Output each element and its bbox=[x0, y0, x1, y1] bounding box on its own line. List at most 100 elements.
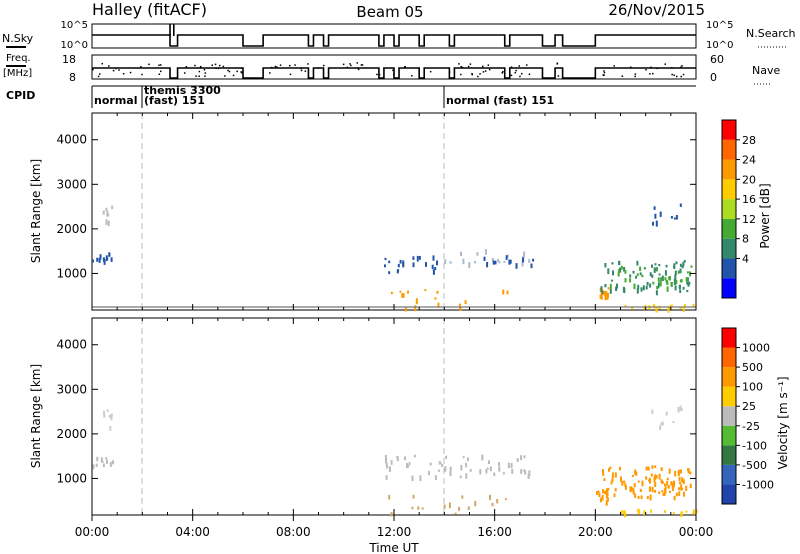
data-cell bbox=[532, 258, 535, 262]
nave-label: Nave bbox=[752, 64, 780, 77]
power-colorbar-tick-label: 12 bbox=[742, 213, 756, 226]
power-colorbar-cell bbox=[722, 139, 736, 160]
velocity-colorbar-cell bbox=[722, 445, 736, 465]
data-cell bbox=[510, 465, 513, 468]
nave-dot bbox=[129, 71, 132, 74]
velocity-colorbar-cell bbox=[722, 425, 736, 446]
velocity-colorbar-cell bbox=[722, 347, 736, 368]
nave-dot bbox=[479, 73, 481, 75]
data-cell bbox=[424, 289, 427, 292]
nave-dot bbox=[227, 69, 229, 72]
data-cell bbox=[461, 495, 464, 499]
data-cell bbox=[617, 272, 620, 277]
data-cell bbox=[675, 215, 678, 220]
data-cell bbox=[502, 289, 505, 295]
data-cell bbox=[502, 472, 505, 475]
data-cell bbox=[653, 267, 656, 273]
nave-dot bbox=[681, 65, 683, 67]
nave-dot bbox=[510, 66, 513, 68]
data-cell bbox=[619, 466, 621, 471]
data-cell bbox=[110, 413, 113, 417]
power-panel: 1000 2000 3000 4000 Slant Range [km] bbox=[29, 112, 697, 313]
velocity-colorbar-cell bbox=[722, 386, 736, 407]
nave-dot bbox=[603, 74, 605, 76]
power-data bbox=[92, 203, 695, 313]
data-cell bbox=[102, 463, 105, 468]
data-cell bbox=[493, 472, 496, 477]
data-cell bbox=[408, 462, 411, 466]
data-cell bbox=[651, 486, 654, 493]
data-cell bbox=[635, 275, 638, 279]
data-cell bbox=[664, 488, 667, 494]
velocity-data bbox=[92, 405, 698, 518]
data-cell bbox=[639, 488, 642, 492]
data-cell bbox=[679, 279, 682, 283]
velocity-colorbar-tick-label: -100 bbox=[742, 439, 767, 452]
data-cell bbox=[622, 510, 625, 514]
data-cell bbox=[619, 267, 622, 273]
data-cell bbox=[655, 220, 658, 227]
data-cell bbox=[437, 302, 440, 308]
data-cell bbox=[474, 260, 477, 264]
data-cell bbox=[681, 477, 684, 483]
data-cell bbox=[603, 478, 606, 481]
data-cell bbox=[689, 471, 692, 475]
data-cell bbox=[610, 480, 613, 485]
data-cell bbox=[108, 414, 111, 418]
data-cell bbox=[613, 493, 616, 497]
nave-dot bbox=[376, 73, 378, 76]
data-cell bbox=[657, 277, 660, 282]
data-cell bbox=[658, 491, 661, 494]
nave-dot bbox=[469, 63, 472, 65]
nave-dot bbox=[488, 68, 491, 71]
data-cell bbox=[412, 262, 415, 268]
data-cell bbox=[485, 469, 488, 474]
data-cell bbox=[672, 486, 675, 491]
data-cell bbox=[662, 493, 665, 496]
data-cell bbox=[607, 268, 610, 275]
velocity-colorbar-cell bbox=[722, 464, 736, 485]
data-cell bbox=[597, 490, 600, 493]
data-cell bbox=[429, 462, 432, 466]
nave-dot bbox=[630, 66, 632, 68]
nave-dot bbox=[236, 70, 238, 73]
velocity-colorbar-tick-label: 1000 bbox=[742, 342, 770, 355]
data-cell bbox=[103, 410, 105, 415]
data-cell bbox=[402, 260, 405, 266]
velocity-ytick-label: 4000 bbox=[56, 338, 87, 352]
nave-dot bbox=[676, 75, 678, 78]
nave-dot bbox=[185, 66, 188, 68]
data-cell bbox=[650, 473, 653, 477]
nave-dot bbox=[184, 72, 186, 74]
data-cell bbox=[459, 308, 462, 311]
data-cell bbox=[103, 414, 106, 418]
data-cell bbox=[609, 283, 612, 289]
velocity-colorbar-tick-label: 500 bbox=[742, 361, 763, 374]
data-cell bbox=[465, 473, 468, 479]
nave-dot bbox=[634, 75, 636, 78]
data-cell bbox=[686, 289, 689, 293]
data-cell bbox=[599, 497, 602, 503]
data-cell bbox=[384, 257, 387, 261]
data-cell bbox=[664, 277, 667, 281]
data-cell bbox=[636, 260, 639, 266]
data-cell bbox=[651, 409, 654, 415]
data-cell bbox=[95, 463, 98, 467]
nsky-trace bbox=[92, 34, 696, 47]
data-cell bbox=[653, 206, 656, 210]
data-cell bbox=[634, 493, 637, 498]
data-cell bbox=[680, 407, 683, 412]
data-cell bbox=[657, 285, 660, 289]
nave-dot bbox=[502, 71, 504, 73]
power-colorbar-cell bbox=[722, 159, 736, 180]
nave-dot bbox=[603, 71, 606, 74]
data-cell bbox=[652, 281, 655, 285]
data-cell bbox=[678, 476, 681, 481]
data-cell bbox=[606, 293, 609, 300]
velocity-colorbar-tick-label: -1000 bbox=[742, 478, 774, 491]
nave-dot bbox=[271, 66, 273, 69]
data-cell bbox=[684, 304, 686, 308]
data-cell bbox=[412, 494, 415, 499]
data-cell bbox=[434, 475, 437, 480]
data-cell bbox=[428, 470, 430, 476]
